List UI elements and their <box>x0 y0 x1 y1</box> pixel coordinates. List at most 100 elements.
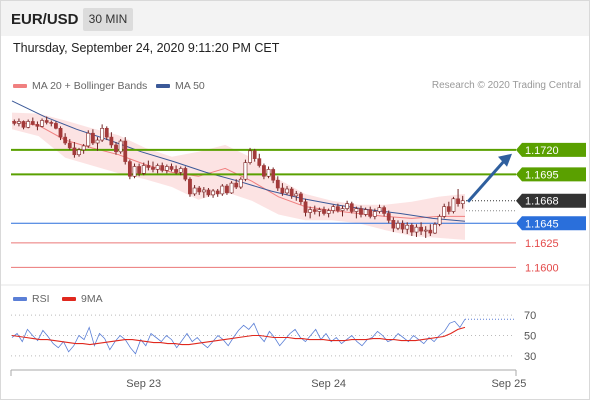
bollinger-swatch-icon <box>13 84 27 89</box>
candle-body-45 <box>220 185 225 195</box>
level-label-3: 1.1645 <box>525 218 559 230</box>
candle-body-81 <box>386 213 391 221</box>
timeframe-badge[interactable]: 30 MIN <box>83 8 133 31</box>
legend-rsi-ma-label: 9MA <box>81 293 103 305</box>
candle-body-34 <box>169 166 174 170</box>
candle-body-31 <box>155 165 160 170</box>
candle-body-83 <box>396 222 400 229</box>
candle-body-36 <box>178 168 183 173</box>
rsi-tick-label-2: 30 <box>524 351 536 363</box>
candle-body-73 <box>349 203 354 212</box>
candle-body-89 <box>423 229 428 232</box>
bollinger-band-area <box>12 112 465 240</box>
candle-body-21 <box>109 136 114 146</box>
x-tick-label-2: Sep 25 <box>491 378 526 390</box>
candle-body-55 <box>266 169 271 177</box>
candle-body-6 <box>40 120 44 127</box>
level-label-bg-3 <box>516 216 586 231</box>
candle-body-39 <box>192 187 197 195</box>
candle-body-30 <box>151 167 155 170</box>
candle-body-1 <box>17 121 21 124</box>
candle-body-46 <box>225 185 229 194</box>
legend-bollinger-label: MA 20 + Bollinger Bands <box>32 80 148 92</box>
level-label-4: 1.1625 <box>525 238 559 250</box>
candle-body-5 <box>35 124 40 127</box>
rsi-ma-swatch-icon <box>62 297 76 302</box>
candle-body-78 <box>372 211 377 217</box>
candle-body-40 <box>197 187 202 193</box>
candle-body-18 <box>95 139 100 144</box>
candle-body-60 <box>289 188 294 197</box>
candle-body-61 <box>294 193 299 197</box>
candle-body-63 <box>303 201 308 213</box>
arrow-up-icon <box>498 153 512 167</box>
candle-body-97 <box>460 200 465 204</box>
candle-body-52 <box>252 150 257 159</box>
candle-body-96 <box>456 198 460 204</box>
candle-body-11 <box>63 136 68 144</box>
candle-body-85 <box>405 224 410 230</box>
candle-body-68 <box>326 210 331 214</box>
candle-body-49 <box>238 178 243 188</box>
level-label-2: 1.1668 <box>525 196 559 208</box>
candle-body-94 <box>446 206 451 212</box>
instrument-symbol: EUR/USD <box>11 11 79 28</box>
level-label-bg-2 <box>516 193 586 208</box>
candle-body-88 <box>419 226 423 232</box>
candle-body-4 <box>30 121 35 125</box>
candle-body-54 <box>262 165 266 177</box>
candle-body-22 <box>114 144 118 153</box>
candle-body-69 <box>331 206 336 211</box>
candle-body-67 <box>322 209 326 214</box>
candle-body-77 <box>368 209 373 217</box>
rsi-swatch-icon <box>13 297 27 302</box>
candle-body-62 <box>299 193 303 203</box>
header-bar: EUR/USD 30 MIN <box>1 1 589 36</box>
ma50-swatch-icon <box>156 84 170 89</box>
rsi-tick-label-1: 50 <box>524 331 536 343</box>
candle-body-23 <box>118 140 123 153</box>
candle-body-15 <box>81 145 86 151</box>
candle-body-24 <box>123 140 128 162</box>
candle-body-27 <box>137 166 142 174</box>
rsi-line <box>11 318 466 355</box>
candle-body-70 <box>335 206 340 211</box>
level-label-bg-1 <box>516 167 586 182</box>
projection-arrow-shaft <box>466 156 509 203</box>
candle-body-59 <box>285 188 289 194</box>
candle-body-57 <box>275 179 280 189</box>
candle-body-17 <box>90 132 95 144</box>
candle-body-50 <box>243 162 248 180</box>
candle-body-65 <box>312 209 317 212</box>
level-label-bg-0 <box>516 142 586 157</box>
candle-body-20 <box>104 128 109 138</box>
candle-body-19 <box>100 128 105 141</box>
legend-bollinger: MA 20 + Bollinger Bands <box>13 80 147 92</box>
candle-body-12 <box>67 142 72 149</box>
level-label-0: 1.1720 <box>525 145 559 157</box>
candle-body-43 <box>211 190 215 196</box>
candle-body-25 <box>127 161 132 177</box>
candle-body-87 <box>414 226 419 233</box>
candle-body-14 <box>77 149 81 156</box>
legend-rsi-label: RSI <box>32 293 50 305</box>
candle-body-0 <box>12 121 17 124</box>
candle-body-51 <box>248 150 252 163</box>
candle-body-10 <box>58 128 63 138</box>
candle-body-9 <box>54 123 58 129</box>
candle-body-2 <box>21 121 26 128</box>
level-label-1: 1.1695 <box>525 169 559 181</box>
ma50-line <box>11 100 466 222</box>
legend-rsi-ma: 9MA <box>62 293 103 305</box>
candle-body-90 <box>428 229 433 234</box>
candle-body-84 <box>400 222 405 230</box>
candle-body-93 <box>442 206 447 217</box>
candle-body-37 <box>183 168 188 180</box>
candle-body-76 <box>363 209 368 215</box>
candle-body-44 <box>215 190 220 195</box>
candle-body-66 <box>317 209 322 212</box>
candle-body-48 <box>234 182 239 188</box>
candle-body-3 <box>26 121 31 128</box>
candle-body-47 <box>229 182 234 194</box>
